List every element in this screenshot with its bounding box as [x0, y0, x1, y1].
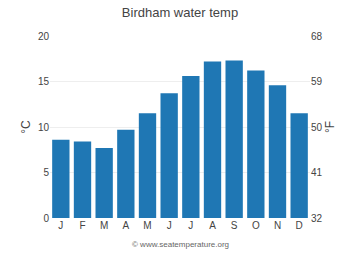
- svg-text:°C: °C: [19, 120, 33, 134]
- svg-text:O: O: [252, 220, 260, 231]
- svg-text:D: D: [296, 220, 303, 231]
- svg-text:A: A: [209, 220, 216, 231]
- svg-text:F: F: [79, 220, 85, 231]
- svg-text:J: J: [58, 220, 63, 231]
- svg-text:5: 5: [43, 167, 49, 178]
- svg-text:68: 68: [311, 31, 323, 42]
- svg-text:N: N: [274, 220, 281, 231]
- svg-text:0: 0: [43, 213, 49, 224]
- svg-text:20: 20: [38, 31, 50, 42]
- svg-text:32: 32: [311, 213, 323, 224]
- svg-text:M: M: [100, 220, 108, 231]
- svg-text:A: A: [122, 220, 129, 231]
- svg-text:© www.seatemperature.org: © www.seatemperature.org: [132, 240, 229, 249]
- svg-text:41: 41: [311, 167, 323, 178]
- svg-text:Birdham water temp: Birdham water temp: [122, 5, 238, 20]
- svg-text:50: 50: [311, 122, 323, 133]
- svg-text:J: J: [188, 220, 193, 231]
- svg-text:S: S: [231, 220, 238, 231]
- svg-text:M: M: [143, 220, 151, 231]
- svg-text:59: 59: [311, 76, 323, 87]
- svg-text:10: 10: [38, 122, 50, 133]
- svg-text:15: 15: [38, 76, 50, 87]
- svg-text:J: J: [167, 220, 172, 231]
- svg-text:°F: °F: [323, 121, 337, 133]
